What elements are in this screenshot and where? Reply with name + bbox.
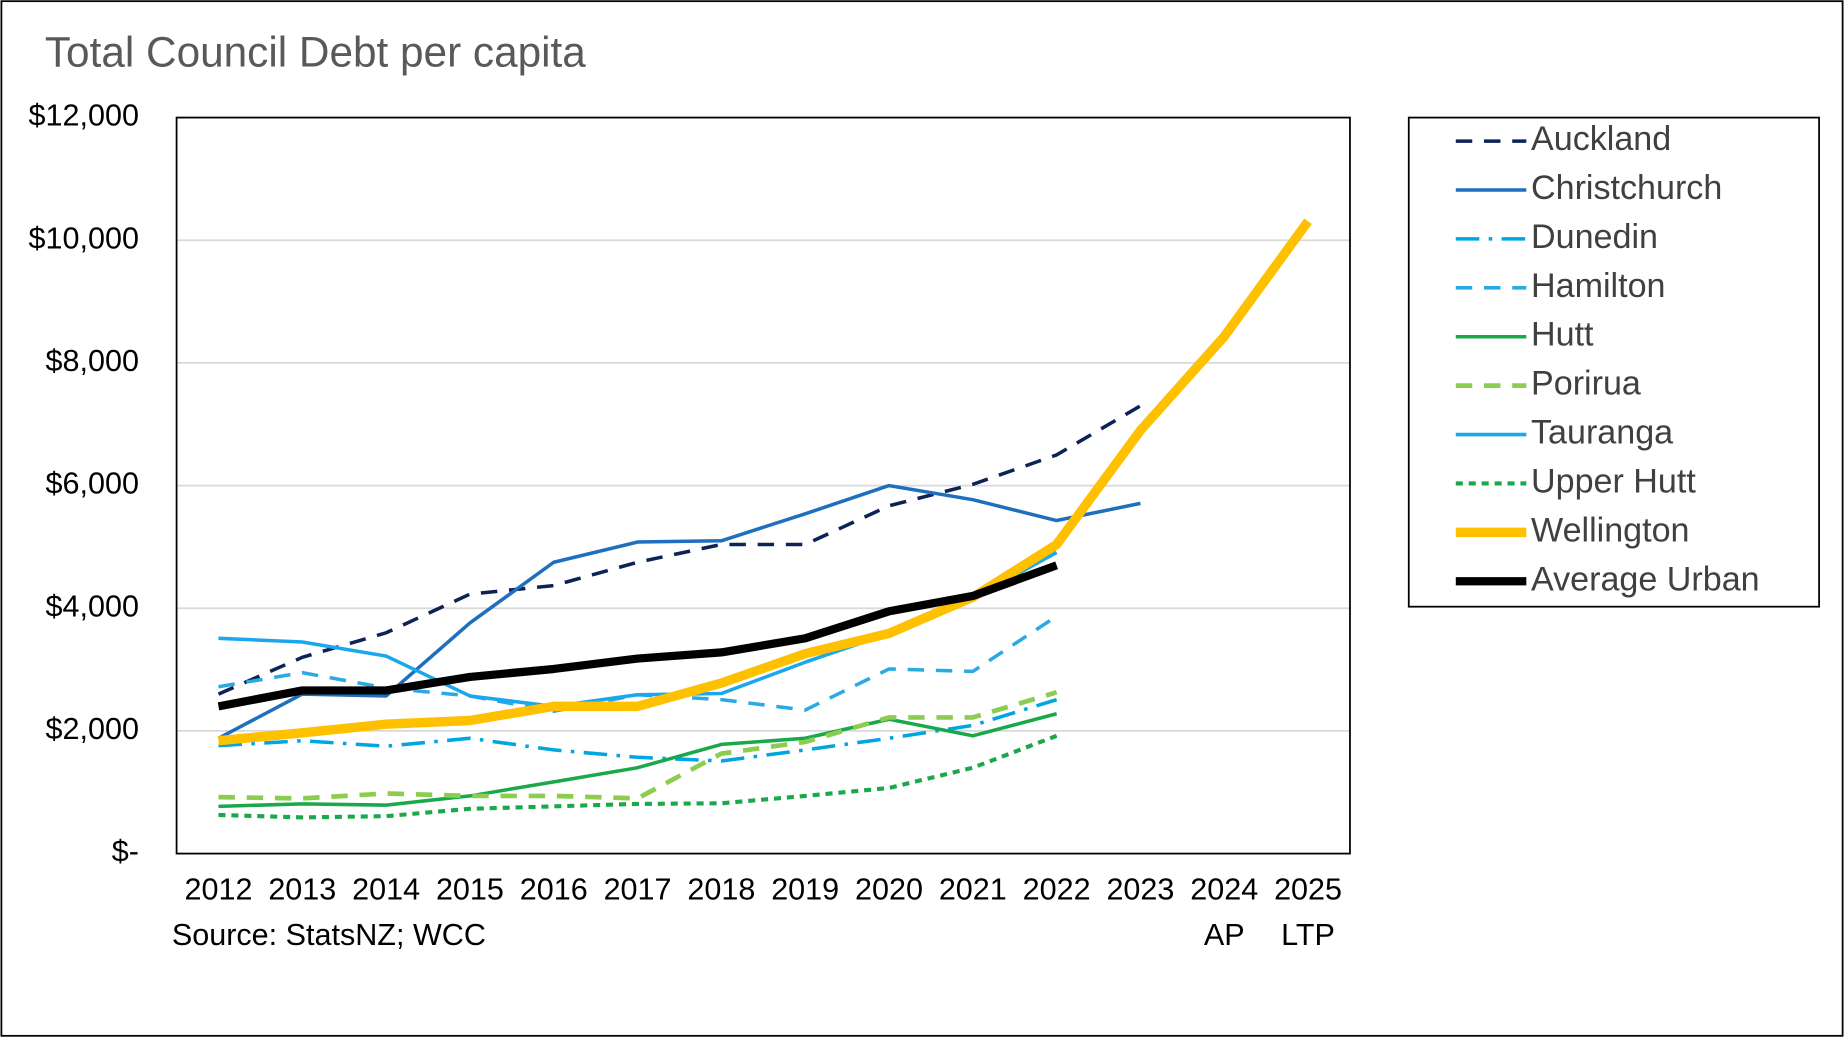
x-tick-label: 2015 [436,872,504,906]
series-line [217,404,1142,696]
x-tick-label: 2016 [520,872,588,906]
legend-box [1407,116,1820,608]
legend-label: Hamilton [1531,267,1665,305]
y-tick-label: $12,000 [29,99,139,133]
series-line [218,690,1058,801]
x-tick-label: 2022 [1023,872,1091,906]
y-tick-label: $- [112,835,139,869]
y-tick-label: $4,000 [46,589,139,623]
legend-label: Auckland [1531,120,1671,158]
y-tick-label: $2,000 [46,712,139,746]
legend-label: Hutt [1531,316,1594,354]
x-tick-sublabel: LTP [1281,918,1335,952]
x-tick-label: 2017 [604,872,672,906]
legend-label: Upper Hutt [1531,462,1696,500]
x-tick-label: 2023 [1106,872,1174,906]
x-tick-label: 2021 [939,872,1007,906]
y-tick-label: $10,000 [29,221,139,255]
legend-label: Wellington [1531,511,1690,549]
y-tick-label: $8,000 [46,344,139,378]
x-tick-label: 2019 [771,872,839,906]
series-line [218,218,1312,746]
plot-area [175,116,1351,855]
x-tick-label: 2020 [855,872,923,906]
series-line [218,712,1058,809]
series-line [217,483,1141,740]
legend-label: Christchurch [1531,169,1722,207]
legend-label: Dunedin [1531,218,1658,256]
legend-label: Porirua [1531,365,1641,403]
series-line [218,697,1058,763]
x-tick-label: 2014 [352,872,420,906]
y-tick-label: $6,000 [46,467,139,501]
x-tick-label: 2018 [687,872,755,906]
legend-label: Tauranga [1531,414,1673,452]
source-note: Source: StatsNZ; WCC [172,918,486,952]
legend-label: Average Urban [1531,560,1760,598]
series-line [217,561,1059,711]
chart-title: Total Council Debt per capita [45,28,586,75]
x-tick-label: 2012 [185,872,253,906]
x-tick-label: 2025 [1274,872,1342,906]
x-tick-sublabel: AP [1204,918,1245,952]
series-line [218,733,1058,820]
x-tick-label: 2024 [1190,872,1258,906]
x-tick-label: 2013 [268,872,336,906]
